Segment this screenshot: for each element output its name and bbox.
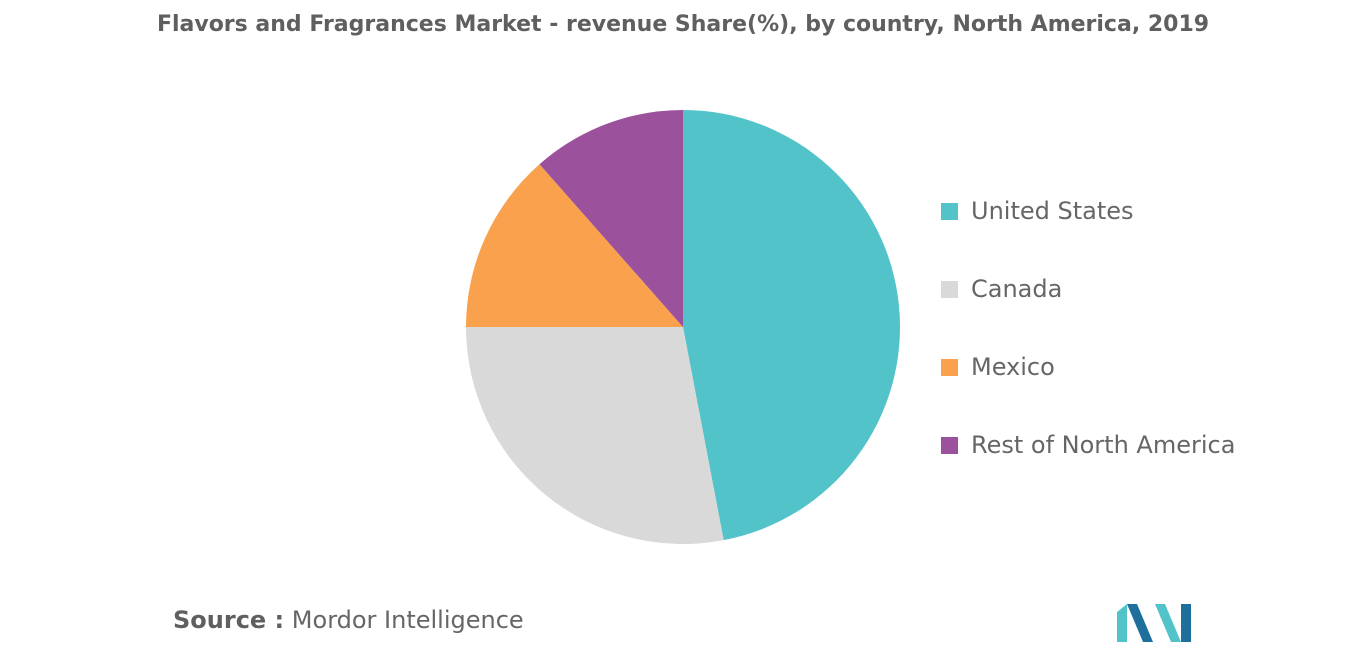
legend-swatch: [941, 358, 958, 376]
pie-slice-canada: [466, 327, 724, 545]
legend-item-canada: Canada: [941, 271, 1235, 307]
legend-swatch: [941, 280, 958, 298]
mordor-intelligence-logo-icon: [1117, 604, 1191, 642]
source-text: Mordor Intelligence: [291, 606, 524, 634]
legend-label: Rest of North America: [971, 431, 1236, 459]
source-note: Source : Mordor Intelligence: [173, 606, 524, 634]
legend-label: United States: [971, 197, 1134, 225]
legend-item-mexico: Mexico: [941, 349, 1235, 385]
legend-swatch: [941, 202, 958, 220]
chart-title: Flavors and Fragrances Market - revenue …: [156, 12, 1210, 37]
logo-right-diagonal: [1155, 604, 1181, 642]
logo-left-diagonal: [1127, 604, 1153, 642]
source-label: Source :: [173, 606, 285, 634]
logo-right-bar: [1181, 604, 1191, 642]
chart-legend: United States Canada Mexico Rest of Nort…: [941, 193, 1235, 505]
legend-swatch: [941, 436, 958, 454]
logo-left-bar: [1117, 604, 1127, 642]
legend-label: Mexico: [971, 353, 1055, 381]
pie-slice-rest-of-north-america: [539, 110, 683, 327]
legend-item-united-states: United States: [941, 193, 1235, 229]
pie-slice-united-states: [683, 110, 901, 541]
legend-label: Canada: [971, 275, 1063, 303]
legend-item-rest-of-north-america: Rest of North America: [941, 427, 1235, 463]
pie-slice-mexico: [466, 164, 683, 327]
